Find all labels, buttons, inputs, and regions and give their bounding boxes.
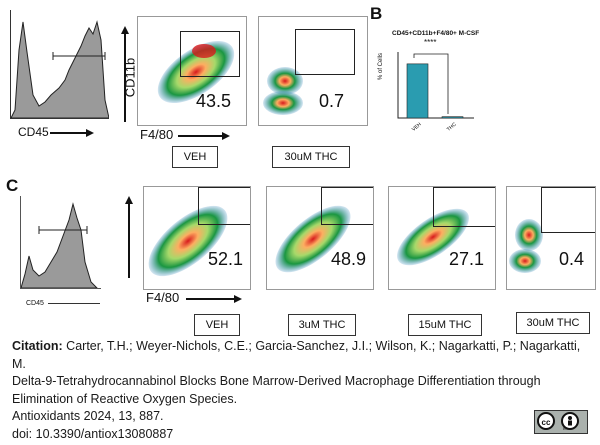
- bottom-30um-scatter: 0.4: [506, 186, 596, 290]
- top-thc-density: [263, 67, 303, 115]
- cc-icon: cc: [537, 412, 555, 430]
- top-thc-percent: 0.7: [319, 91, 345, 111]
- bottom-15um-percent: 27.1: [449, 249, 485, 269]
- top-thc-scatter: 0.7: [258, 16, 368, 126]
- top-cd45-histogram: [10, 10, 110, 119]
- bottom-cd11b-arrow: [125, 196, 133, 278]
- bar-label-thc: THC: [446, 121, 458, 132]
- by-person-icon: [561, 412, 579, 430]
- top-veh-gate: [180, 31, 240, 77]
- panel-b-title: CD45+CD11b+F4/80+ M-CSF: [392, 30, 480, 37]
- top-veh-scatter: 43.5: [137, 16, 247, 126]
- top-cd45-axis-label: CD45: [18, 125, 49, 139]
- citation-block: Citation: Carter, T.H.; Weyer-Nichols, C…: [12, 338, 587, 443]
- bottom-veh-label: VEH: [194, 314, 240, 336]
- top-veh-density: [157, 40, 235, 104]
- top-cd11b-axis-label: CD11b: [122, 58, 137, 98]
- bottom-30um-density: [509, 219, 543, 273]
- panel-b-significance: ****: [424, 38, 437, 47]
- bottom-veh-density: [148, 205, 228, 277]
- bottom-cd45-axis-label: CD45: [26, 300, 44, 307]
- bottom-30um-label: 30uM THC: [516, 312, 590, 334]
- top-f480-arrow: [178, 132, 230, 140]
- bottom-f480-label: F4/80: [146, 290, 180, 305]
- bottom-f480-arrow: [186, 295, 242, 303]
- cc-text: cc: [541, 418, 551, 427]
- bottom-f480-axis-label: F4/80: [146, 290, 179, 305]
- bottom-3um-density: [275, 205, 351, 273]
- bottom-veh-scatter: 52.1: [143, 186, 251, 290]
- bar-thc: [441, 116, 464, 119]
- citation-authors: Carter, T.H.; Weyer-Nichols, C.E.; Garci…: [12, 339, 581, 371]
- panel-b-bar-chart: VEH THC: [397, 52, 474, 133]
- panel-b-letter: B: [370, 4, 383, 23]
- by-text: BY: [563, 426, 569, 431]
- bar-veh: [406, 63, 429, 119]
- top-f480-axis-label: F4/80: [140, 127, 173, 142]
- cd11b-label: CD11b: [122, 57, 138, 98]
- top-cd45-arrow: [50, 129, 94, 137]
- bottom-veh-gate: [198, 187, 250, 225]
- bottom-15um-label: 15uM THC: [408, 314, 482, 336]
- citation-authors-line: Citation: Carter, T.H.; Weyer-Nichols, C…: [12, 338, 587, 373]
- f480-label: F4/80: [140, 127, 174, 142]
- cc-by-license-badge[interactable]: cc BY: [534, 410, 588, 434]
- top-thc-label: 30uM THC: [272, 146, 350, 168]
- bottom-3um-percent: 48.9: [331, 249, 367, 269]
- panel-b-ylabel: % of Cells: [378, 52, 384, 80]
- bottom-cd45-label: CD45: [26, 300, 44, 307]
- bottom-histogram-plot: [20, 202, 99, 289]
- bottom-15um-density: [397, 208, 469, 266]
- bottom-3um-label: 3uM THC: [288, 314, 356, 336]
- top-histogram-plot: [10, 20, 110, 119]
- bottom-30um-percent: 0.4: [559, 249, 585, 269]
- bar-label-veh: VEH: [411, 121, 423, 132]
- top-cd11b-arrow: [121, 26, 129, 122]
- bottom-30um-gate: [541, 187, 595, 233]
- citation-journal: Antioxidants 2024, 13, 887.: [12, 409, 164, 423]
- citation-label: Citation:: [12, 339, 63, 353]
- cd45-label: CD45: [18, 125, 49, 139]
- top-veh-label: VEH: [172, 146, 218, 168]
- bottom-15um-scatter: 27.1: [388, 186, 496, 290]
- person-glyph: [568, 416, 572, 426]
- citation-title: Delta-9-Tetrahydrocannabinol Blocks Bone…: [12, 374, 541, 406]
- bottom-3um-scatter: 48.9: [266, 186, 374, 290]
- bottom-veh-percent: 52.1: [208, 249, 244, 269]
- bottom-3um-gate: [321, 187, 373, 225]
- bottom-15um-gate: [433, 187, 495, 227]
- top-thc-gate: [295, 29, 355, 75]
- top-veh-percent: 43.5: [196, 91, 232, 111]
- citation-doi: doi: 10.3390/antiox13080887: [12, 426, 174, 441]
- panel-c-letter: C: [6, 176, 19, 195]
- significance-bracket: [413, 53, 449, 114]
- bottom-cd45-histogram: [20, 196, 101, 289]
- bottom-cd45-axis-line: [48, 303, 100, 304]
